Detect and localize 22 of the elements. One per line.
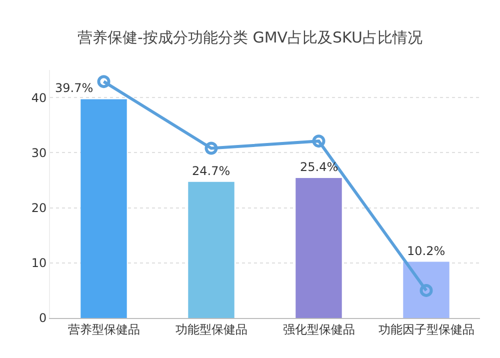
data-label: 39.7% <box>55 81 94 95</box>
x-tick-label: 营养型保健品 <box>68 322 140 336</box>
chart-title: 营养保健-按成分功能分类 GMV占比及SKU占比情况 <box>78 28 422 47</box>
bar <box>188 182 234 318</box>
x-tick-label: 功能因子型保健品 <box>378 322 474 336</box>
y-tick-label: 30 <box>31 146 47 160</box>
data-label: 25.4% <box>300 160 338 174</box>
data-label: 10.2% <box>407 244 446 258</box>
y-tick-label: 40 <box>31 90 47 105</box>
bar <box>403 262 450 318</box>
point <box>204 142 218 155</box>
bar <box>296 178 342 318</box>
data-label: 24.7% <box>192 164 230 178</box>
x-tick-label: 强化型保健品 <box>282 322 355 336</box>
y-tick-label: 10 <box>31 256 47 270</box>
x-tick-label: 功能型保健品 <box>175 322 248 336</box>
point <box>312 134 326 148</box>
y-tick-label: 0 <box>38 311 47 326</box>
point <box>97 75 110 88</box>
y-tick-label: 20 <box>31 200 47 215</box>
bar <box>80 99 127 318</box>
point <box>420 284 433 297</box>
